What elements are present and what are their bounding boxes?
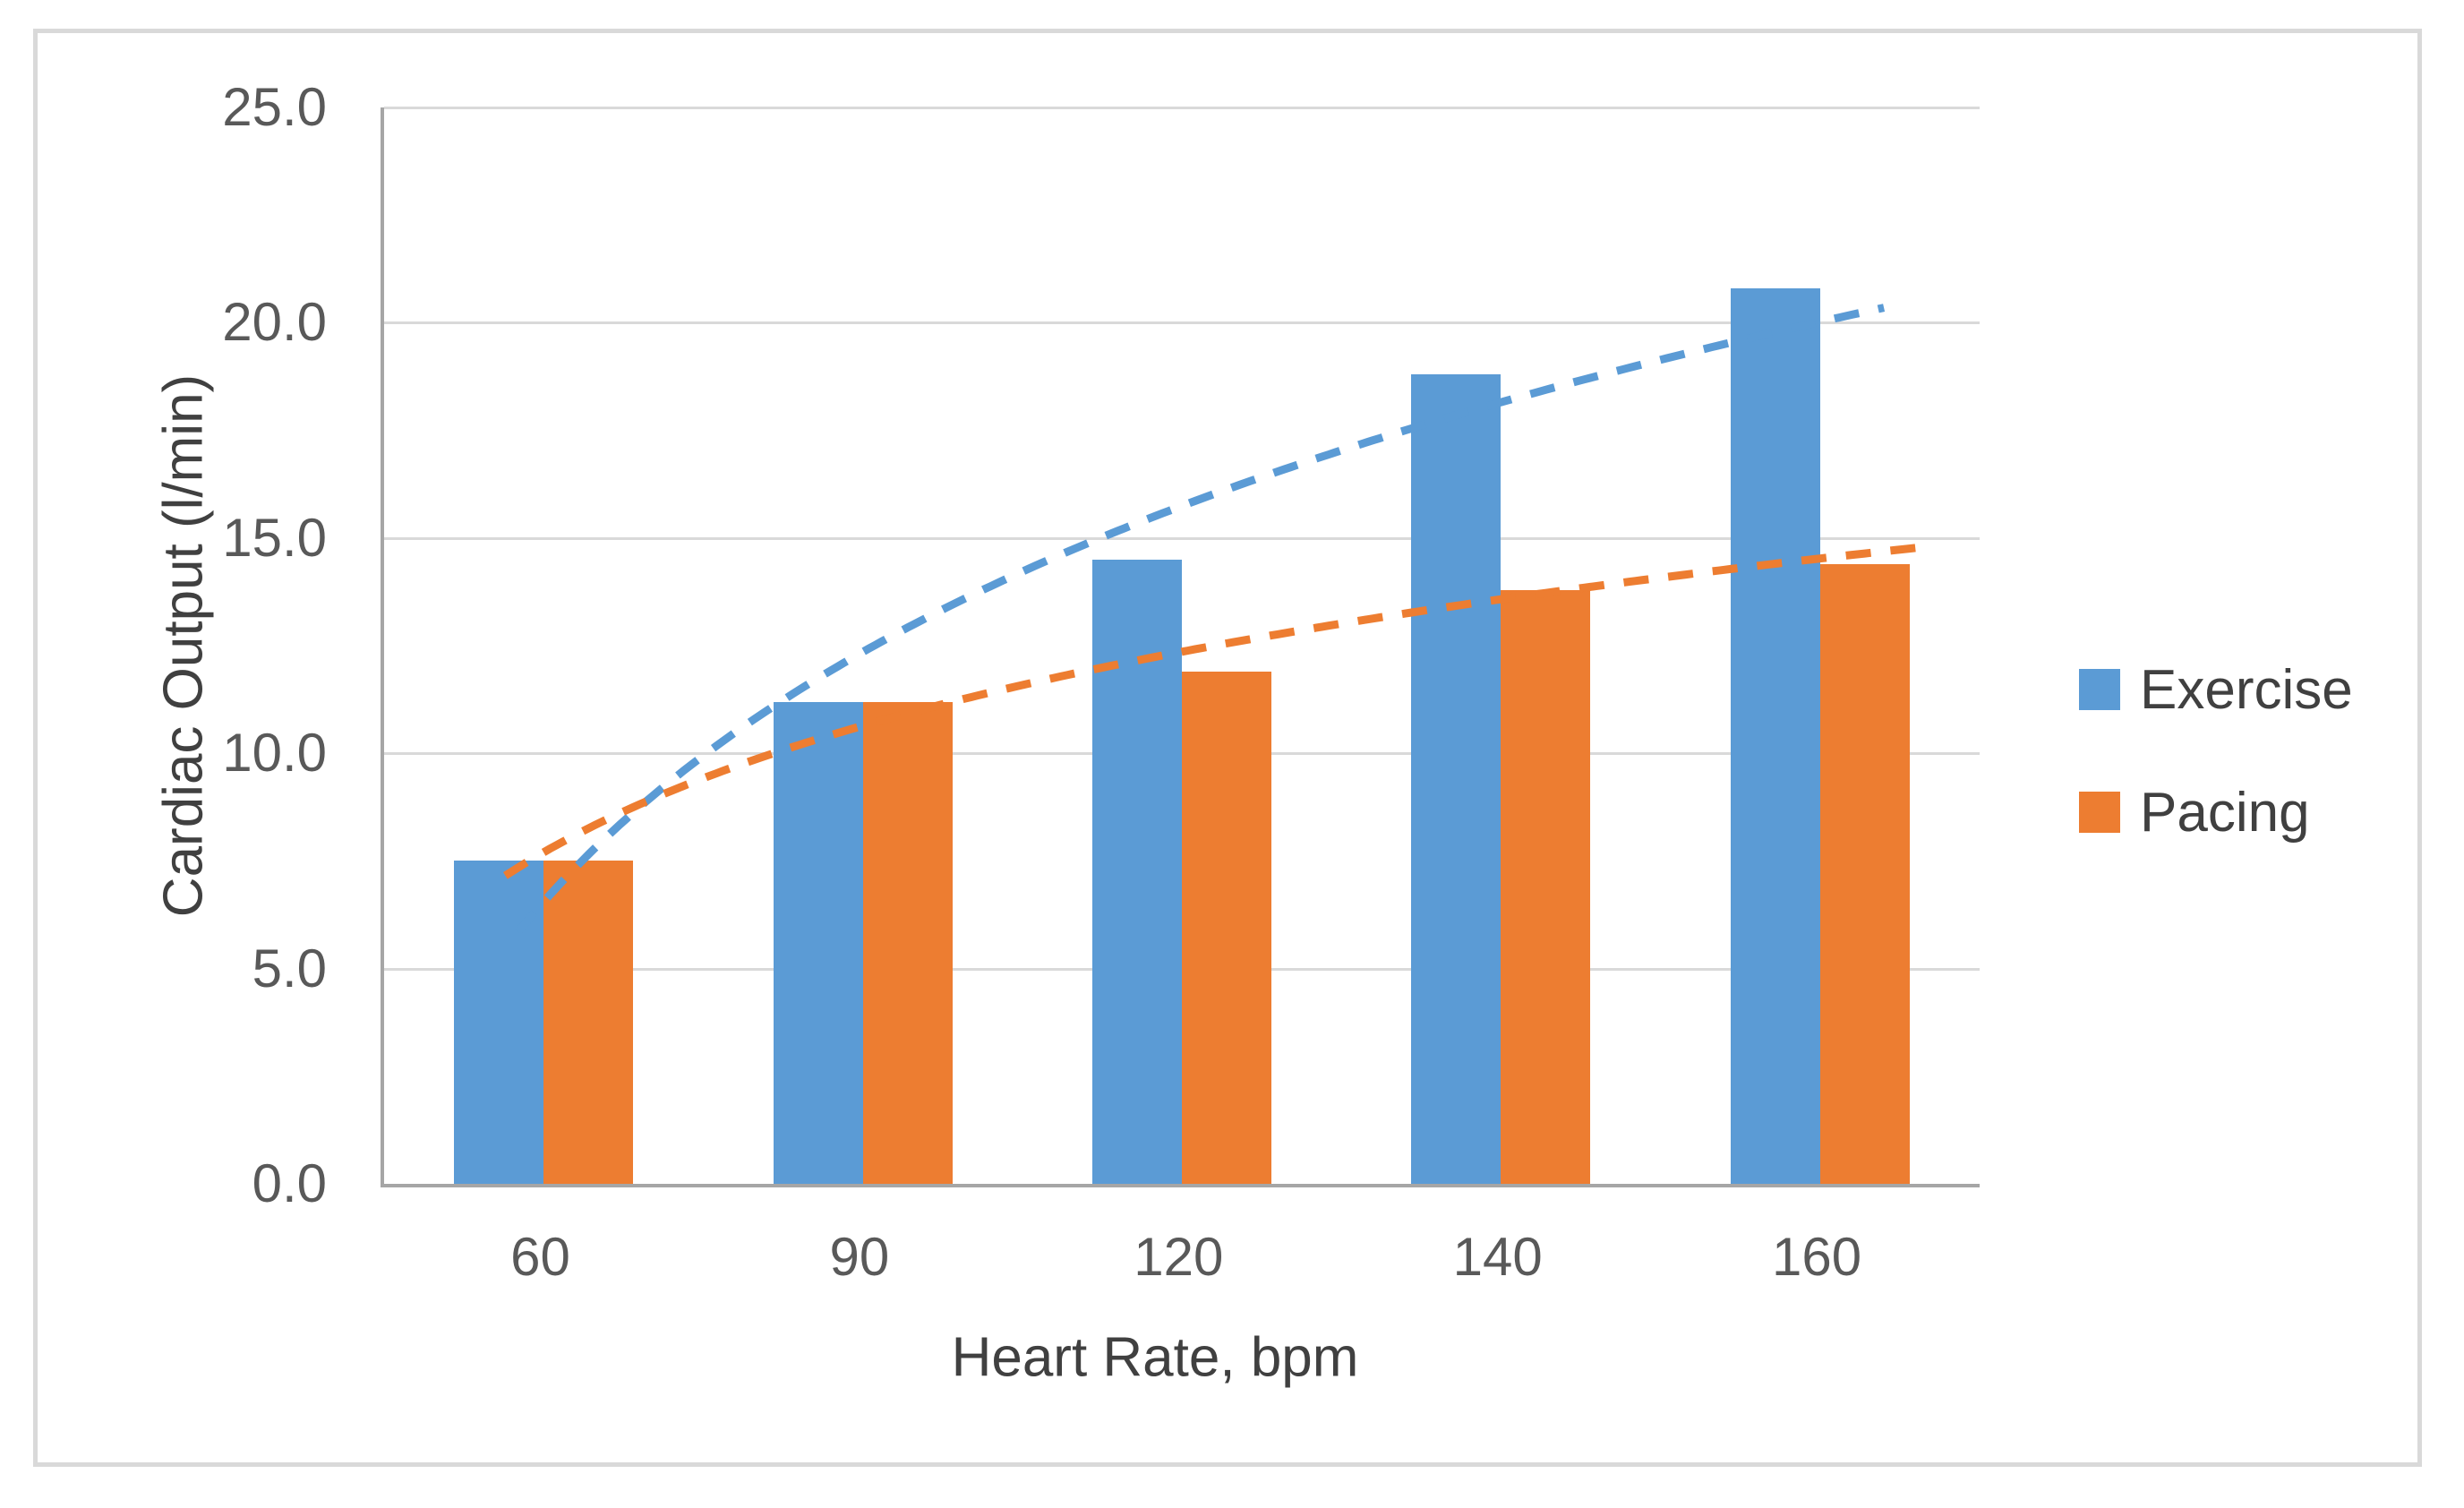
y-tick-label-15.0: 15.0 (222, 507, 327, 568)
bar-pacing-120 (1182, 671, 1271, 1184)
bar-exercise-140 (1411, 374, 1502, 1184)
y-tick-label-5.0: 5.0 (252, 938, 327, 998)
bar-pacing-60 (543, 861, 634, 1184)
legend-swatch-pacing (2079, 792, 2120, 833)
legend-item-exercise: Exercise (2079, 659, 2353, 721)
x-tick-label-140: 140 (1452, 1227, 1543, 1287)
bar-pacing-90 (862, 701, 953, 1184)
x-tick-label-160: 160 (1772, 1227, 1862, 1287)
legend-item-pacing: Pacing (2079, 782, 2353, 844)
gridline-25.0 (384, 107, 1980, 109)
legend-label-pacing: Pacing (2140, 781, 2310, 844)
y-tick-label-0.0: 0.0 (252, 1153, 327, 1213)
legend: Exercise Pacing (2079, 659, 2353, 914)
y-tick-label-20.0: 20.0 (222, 292, 327, 353)
bar-exercise-60 (454, 861, 544, 1184)
bar-exercise-90 (773, 701, 863, 1184)
bar-pacing-140 (1501, 589, 1591, 1184)
y-axis-title: Cardiac Output (l/min) (152, 373, 215, 918)
x-tick-label-90: 90 (829, 1227, 890, 1287)
x-tick-label-120: 120 (1134, 1227, 1224, 1287)
x-tick-label-60: 60 (510, 1227, 570, 1287)
legend-swatch-exercise (2079, 669, 2120, 710)
bar-exercise-160 (1730, 287, 1820, 1184)
y-tick-label-10.0: 10.0 (222, 723, 327, 784)
bar-exercise-120 (1092, 559, 1182, 1184)
plot-area (381, 107, 1980, 1187)
y-tick-label-25.0: 25.0 (222, 77, 327, 137)
x-axis-title: Heart Rate, bpm (951, 1326, 1359, 1389)
legend-label-exercise: Exercise (2140, 658, 2353, 721)
bar-pacing-160 (1819, 563, 1910, 1184)
